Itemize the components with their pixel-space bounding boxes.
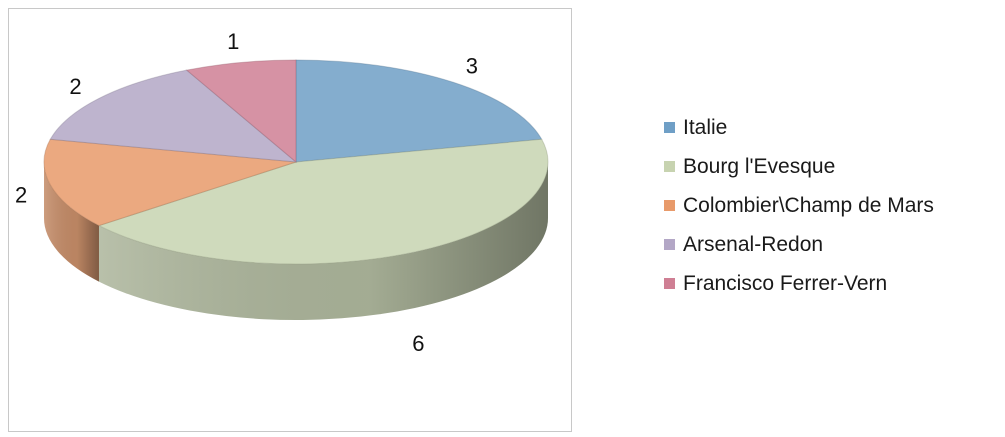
pie-slice-francisco-ferrer-vern xyxy=(185,59,297,164)
pie-chart: 3 6 2 2 1 xyxy=(15,29,549,356)
pie-side-shading xyxy=(98,162,549,320)
data-label-bourg-l-evesque: 6 xyxy=(412,331,424,356)
legend-item-arsenal-redon: Arsenal-Redon xyxy=(664,225,934,264)
legend-label: Francisco Ferrer-Vern xyxy=(683,271,888,295)
legend-item-bourg-l-evesque: Bourg l'Evesque xyxy=(664,147,934,186)
pie-sides xyxy=(44,162,549,320)
data-label-arsenal-redon: 2 xyxy=(69,74,81,99)
legend-item-italie: Italie xyxy=(664,108,934,147)
legend-label: Arsenal-Redon xyxy=(683,232,824,256)
pie-data-labels: 3 6 2 2 1 xyxy=(15,29,478,356)
pie-tops xyxy=(43,59,549,265)
legend-item-francisco-ferrer-vern: Francisco Ferrer-Vern xyxy=(664,264,934,303)
legend-swatch xyxy=(664,122,675,133)
data-label-colombier-champ-de-mars: 2 xyxy=(15,182,27,207)
pie-slice-italie xyxy=(295,59,543,163)
legend-label: Italie xyxy=(683,115,728,139)
legend-item-colombier-champ-de-mars: Colombier\Champ de Mars xyxy=(664,186,934,225)
pie-slice-colombier-champ-de-mars xyxy=(43,138,297,227)
legend-swatch xyxy=(664,161,675,172)
legend-label: Bourg l'Evesque xyxy=(683,154,836,178)
legend-swatch xyxy=(664,239,675,250)
legend-swatch xyxy=(664,200,675,211)
data-label-francisco-ferrer-vern: 1 xyxy=(227,29,239,54)
legend-label: Colombier\Champ de Mars xyxy=(683,193,934,217)
pie-slice-arsenal-redon xyxy=(49,69,298,163)
data-label-italie: 3 xyxy=(466,54,478,79)
pie-slice-bourg-l-evesque xyxy=(97,138,549,265)
pie-side-shading xyxy=(44,162,99,282)
legend: Italie Bourg l'Evesque Colombier\Champ d… xyxy=(664,108,934,303)
legend-swatch xyxy=(664,278,675,289)
